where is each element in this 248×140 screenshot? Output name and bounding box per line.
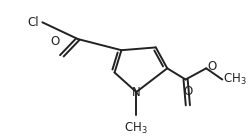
Text: O: O bbox=[183, 85, 192, 98]
Text: Cl: Cl bbox=[27, 16, 39, 29]
Text: N: N bbox=[132, 86, 141, 99]
Text: O: O bbox=[50, 35, 60, 48]
Text: O: O bbox=[207, 60, 217, 74]
Text: CH$_3$: CH$_3$ bbox=[223, 72, 247, 87]
Text: CH$_3$: CH$_3$ bbox=[124, 121, 148, 136]
